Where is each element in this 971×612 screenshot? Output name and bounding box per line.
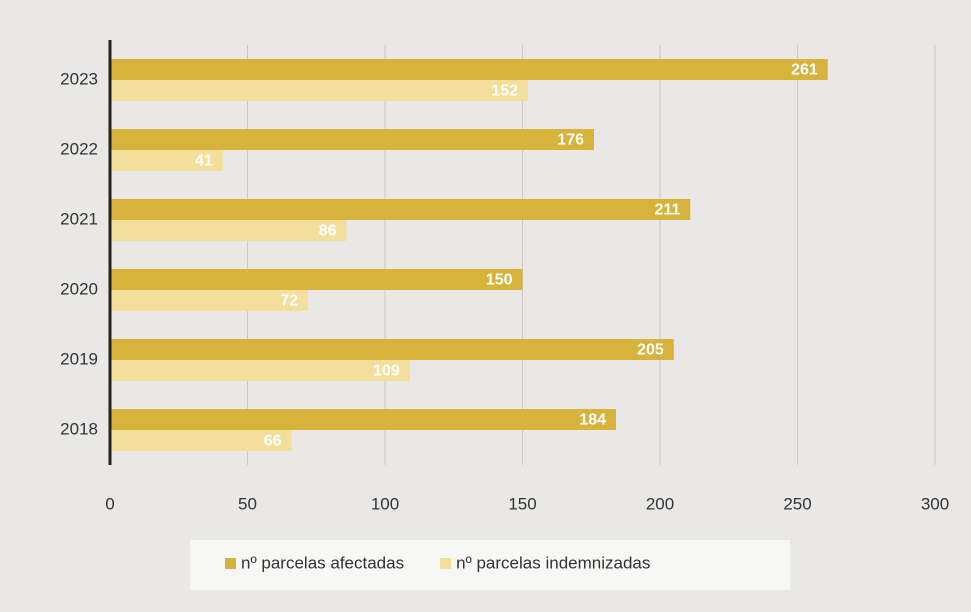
x-tick-label: 150 [508, 494, 536, 513]
data-label: 152 [491, 83, 518, 100]
data-label: 109 [373, 363, 400, 380]
y-tick-label: 2018 [60, 419, 98, 438]
data-label: 211 [654, 202, 680, 219]
bar [110, 80, 528, 101]
y-tick-label: 2020 [60, 279, 98, 298]
data-label: 205 [637, 342, 664, 359]
legend-label: nº parcelas afectadas [241, 553, 404, 572]
y-tick-label: 2019 [60, 349, 98, 368]
data-label: 176 [557, 132, 584, 149]
legend-swatch [440, 558, 452, 569]
y-tick-label: 2021 [60, 209, 98, 228]
y-tick-label: 2022 [60, 139, 98, 158]
bar [110, 129, 594, 150]
legend-box [190, 540, 790, 590]
x-tick-label: 0 [105, 494, 114, 513]
x-tick-label: 300 [921, 494, 949, 513]
bar [110, 220, 347, 241]
x-tick-label: 200 [646, 494, 674, 513]
data-label: 72 [280, 293, 298, 310]
bar [110, 150, 223, 171]
legend-swatch [225, 558, 236, 569]
bar [110, 360, 410, 381]
data-label: 261 [791, 62, 818, 79]
data-label: 150 [486, 272, 513, 289]
bar [110, 199, 691, 220]
x-tick-label: 250 [783, 494, 811, 513]
data-label: 66 [264, 433, 282, 450]
bar [110, 339, 674, 360]
bar [110, 59, 828, 80]
bar [110, 430, 292, 451]
x-tick-label: 50 [238, 494, 257, 513]
data-label: 86 [319, 223, 337, 240]
data-label: 41 [195, 153, 213, 170]
bar [110, 409, 616, 430]
bar [110, 290, 308, 311]
bar [110, 269, 523, 290]
data-label: 184 [579, 412, 606, 429]
y-tick-label: 2023 [60, 69, 98, 88]
legend-label: nº parcelas indemnizadas [456, 553, 650, 572]
x-tick-label: 100 [371, 494, 399, 513]
